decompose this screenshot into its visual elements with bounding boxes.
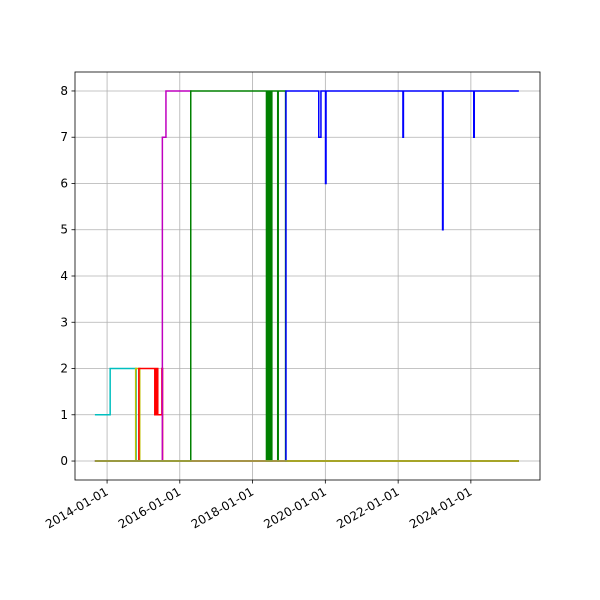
y-tick-label: 1 bbox=[60, 408, 68, 422]
x-tick-label: 2018-01-01 bbox=[189, 484, 256, 531]
x-tick-label: 2014-01-01 bbox=[43, 484, 110, 531]
y-tick-label: 7 bbox=[60, 130, 68, 144]
y-tick-label: 4 bbox=[60, 269, 68, 283]
y-tick-label: 3 bbox=[60, 315, 68, 329]
x-tick-label: 2022-01-01 bbox=[334, 484, 401, 531]
y-tick-label: 0 bbox=[60, 454, 68, 468]
x-tick-label: 2024-01-01 bbox=[407, 484, 474, 531]
series-line bbox=[94, 90, 519, 462]
x-tick-label: 2016-01-01 bbox=[116, 484, 183, 531]
lines bbox=[94, 90, 519, 462]
x-tick-label: 2020-01-01 bbox=[261, 484, 328, 531]
y-tick-label: 2 bbox=[60, 362, 68, 376]
y-tick-label: 6 bbox=[60, 176, 68, 190]
y-tick-label: 8 bbox=[60, 84, 68, 98]
grid bbox=[75, 72, 540, 480]
y-tick-label: 5 bbox=[60, 223, 68, 237]
